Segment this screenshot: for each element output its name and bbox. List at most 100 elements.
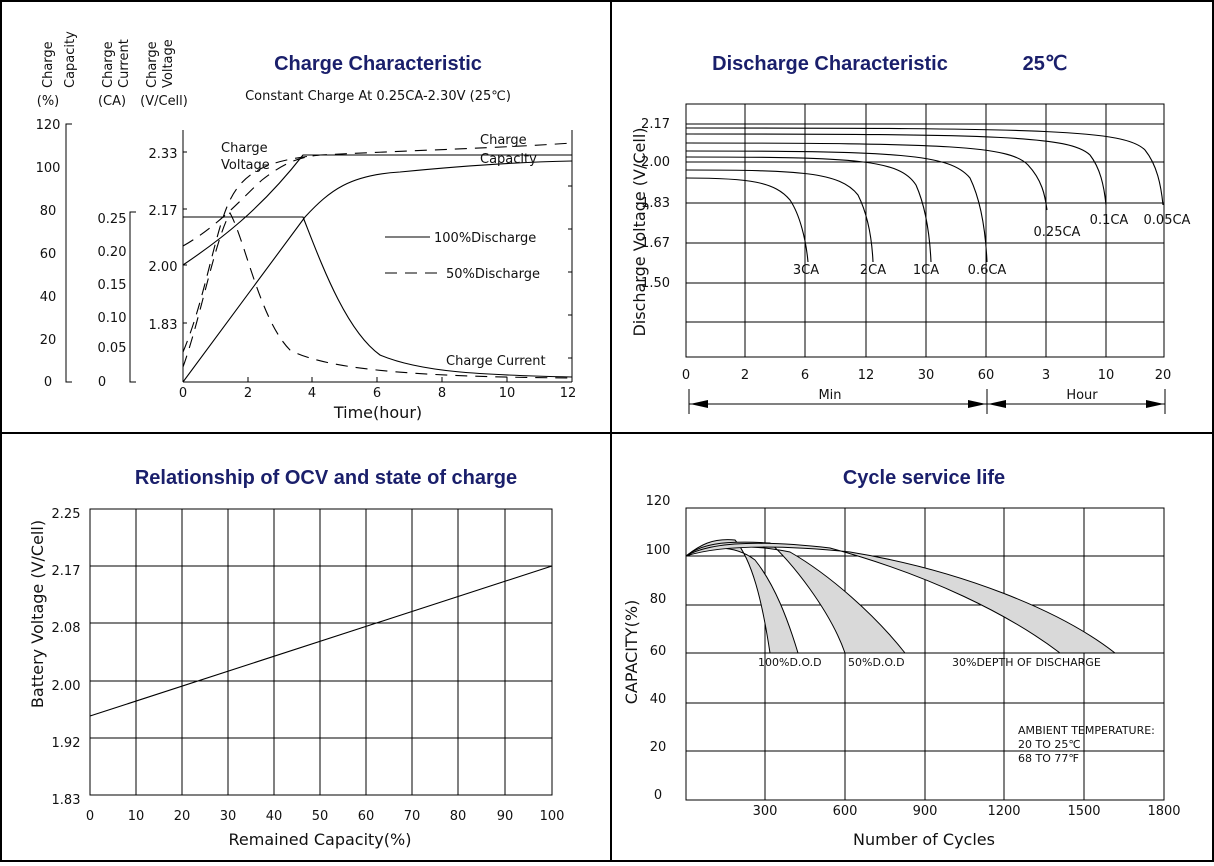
- discharge-curve-01ca: [685, 133, 1107, 206]
- charge-x-tick: 4: [308, 386, 316, 401]
- discharge-curve-1ca: [685, 156, 932, 263]
- hour-right-arrow-icon: [1146, 400, 1164, 408]
- charge-capacity-50-curve: [182, 142, 573, 353]
- ocv-x-tick: 50: [312, 809, 329, 824]
- discharge-x-tick: 30: [918, 368, 935, 383]
- discharge-curve-3ca: [685, 177, 809, 263]
- dod-label-50: 50%D.O.D: [848, 656, 905, 669]
- discharge-y-tick: 1.67: [641, 236, 670, 251]
- cycle-y-tick: 0: [654, 788, 662, 803]
- ocv-y-tick: 2.25: [52, 507, 81, 522]
- band-100-dod: [685, 539, 799, 654]
- current-col-header-line2: Current: [117, 39, 132, 88]
- charge-x-tick: 10: [499, 386, 516, 401]
- discharge-y-tick: 2.17: [641, 117, 670, 132]
- discharge-curve-2ca: [685, 169, 874, 263]
- dod-label-30: 30%DEPTH OF DISCHARGE: [952, 656, 1101, 669]
- current-tick: 0.05: [98, 341, 127, 356]
- ocv-x-tick: 40: [266, 809, 283, 824]
- discharge-curve-06ca: [685, 150, 988, 263]
- charge-voltage-50-curve: [182, 154, 400, 247]
- legend-dashed-label: 50%Discharge: [446, 267, 540, 282]
- ocv-line: [89, 565, 553, 717]
- charge-x-tick: 2: [244, 386, 252, 401]
- ambient-line-3: 68 TO 77℉: [1018, 752, 1079, 765]
- voltage-tick: 2.00: [149, 260, 178, 275]
- rate-label-025ca: 0.25CA: [1034, 225, 1081, 240]
- ocv-grid: [89, 508, 553, 796]
- current-tick: 0.20: [98, 245, 127, 260]
- capacity-axis-line: [65, 123, 72, 383]
- cycle-y-label: CAPACITY(%): [622, 600, 641, 705]
- time-unit-scale: [688, 389, 1166, 414]
- cycle-y-tick: 40: [650, 692, 667, 707]
- current-tick: 0: [98, 375, 106, 390]
- discharge-y-tick: 1.83: [641, 196, 670, 211]
- charge-current-100-curve: [183, 216, 573, 378]
- charge-x-tick: 6: [373, 386, 381, 401]
- discharge-curve-005ca: [685, 127, 1164, 206]
- ocv-x-tick: 60: [358, 809, 375, 824]
- ambient-line-1: AMBIENT TEMPERATURE:: [1018, 724, 1155, 737]
- ocv-y-tick: 2.00: [52, 679, 81, 694]
- cycle-y-tick: 80: [650, 592, 667, 607]
- unit-min-label: Min: [818, 388, 841, 403]
- ocv-x-tick: 90: [497, 809, 514, 824]
- charge-capacity-annotation-line1: Charge: [480, 133, 527, 148]
- ocv-y-tick: 1.92: [52, 736, 81, 751]
- discharge-x-tick: 10: [1098, 368, 1115, 383]
- voltage-tick: 1.83: [149, 318, 178, 333]
- ocv-x-tick: 20: [174, 809, 191, 824]
- discharge-grid: [685, 103, 1165, 358]
- voltage-col-header-line1: Charge: [145, 41, 160, 88]
- current-unit: (CA): [98, 94, 126, 109]
- voltage-tick: 2.33: [149, 147, 178, 162]
- charge-voltage-annotation-line2: Voltage: [221, 158, 270, 173]
- charge-x-tick: 12: [560, 386, 577, 401]
- discharge-x-tick: 6: [801, 368, 809, 383]
- cycle-x-tick: 1200: [987, 804, 1020, 819]
- discharge-y-tick: 1.50: [641, 276, 670, 291]
- cycle-life-panel: Cycle service life CAPACITY(%) 120 100 8…: [622, 467, 1181, 849]
- ocv-y-tick: 1.83: [52, 793, 81, 808]
- ocv-x-tick: 70: [404, 809, 421, 824]
- charge-characteristic-panel: Charge Characteristic Constant Charge At…: [36, 31, 577, 422]
- ocv-x-tick: 30: [220, 809, 237, 824]
- discharge-x-tick: 20: [1155, 368, 1172, 383]
- ocv-x-label: Remained Capacity(%): [229, 830, 412, 849]
- charge-x-label: Time(hour): [333, 403, 422, 422]
- ocv-panel: Relationship of OCV and state of charge …: [28, 467, 564, 849]
- charge-x-tick: 0: [179, 386, 187, 401]
- rate-label-005ca: 0.05CA: [1144, 213, 1191, 228]
- cycle-title: Cycle service life: [843, 467, 1005, 489]
- capacity-tick: 80: [40, 204, 57, 219]
- capacity-tick: 40: [40, 290, 57, 305]
- ocv-title: Relationship of OCV and state of charge: [135, 467, 517, 489]
- rate-label-2ca: 2CA: [860, 263, 886, 278]
- cycle-y-tick: 100: [646, 543, 671, 558]
- band-50-dod: [685, 541, 907, 654]
- voltage-col-header: Charge Voltage: [145, 39, 176, 88]
- capacity-col-header-line1: Charge: [41, 41, 56, 88]
- voltage-tick: 2.17: [149, 204, 178, 219]
- discharge-x-tick: 0: [682, 368, 690, 383]
- rate-label-06ca: 0.6CA: [968, 263, 1007, 278]
- ambient-temperature-note: AMBIENT TEMPERATURE: 20 TO 25℃ 68 TO 77℉: [1018, 724, 1155, 765]
- current-tick: 0.15: [98, 278, 127, 293]
- cycle-grid: [685, 507, 1165, 801]
- discharge-x-tick: 60: [978, 368, 995, 383]
- ocv-x-tick: 80: [450, 809, 467, 824]
- discharge-x-tick: 3: [1042, 368, 1050, 383]
- cycle-x-tick: 1500: [1067, 804, 1100, 819]
- band-30-dod: [685, 542, 1117, 654]
- charge-subtitle: Constant Charge At 0.25CA-2.30V (25℃): [245, 89, 511, 104]
- capacity-tick: 20: [40, 333, 57, 348]
- ocv-x-tick: 100: [540, 809, 565, 824]
- ocv-x-tick: 10: [128, 809, 145, 824]
- min-left-arrow-icon: [690, 400, 708, 408]
- discharge-y-label: Discharge Voltage (V/Cell): [630, 127, 649, 336]
- cycle-x-tick: 300: [753, 804, 778, 819]
